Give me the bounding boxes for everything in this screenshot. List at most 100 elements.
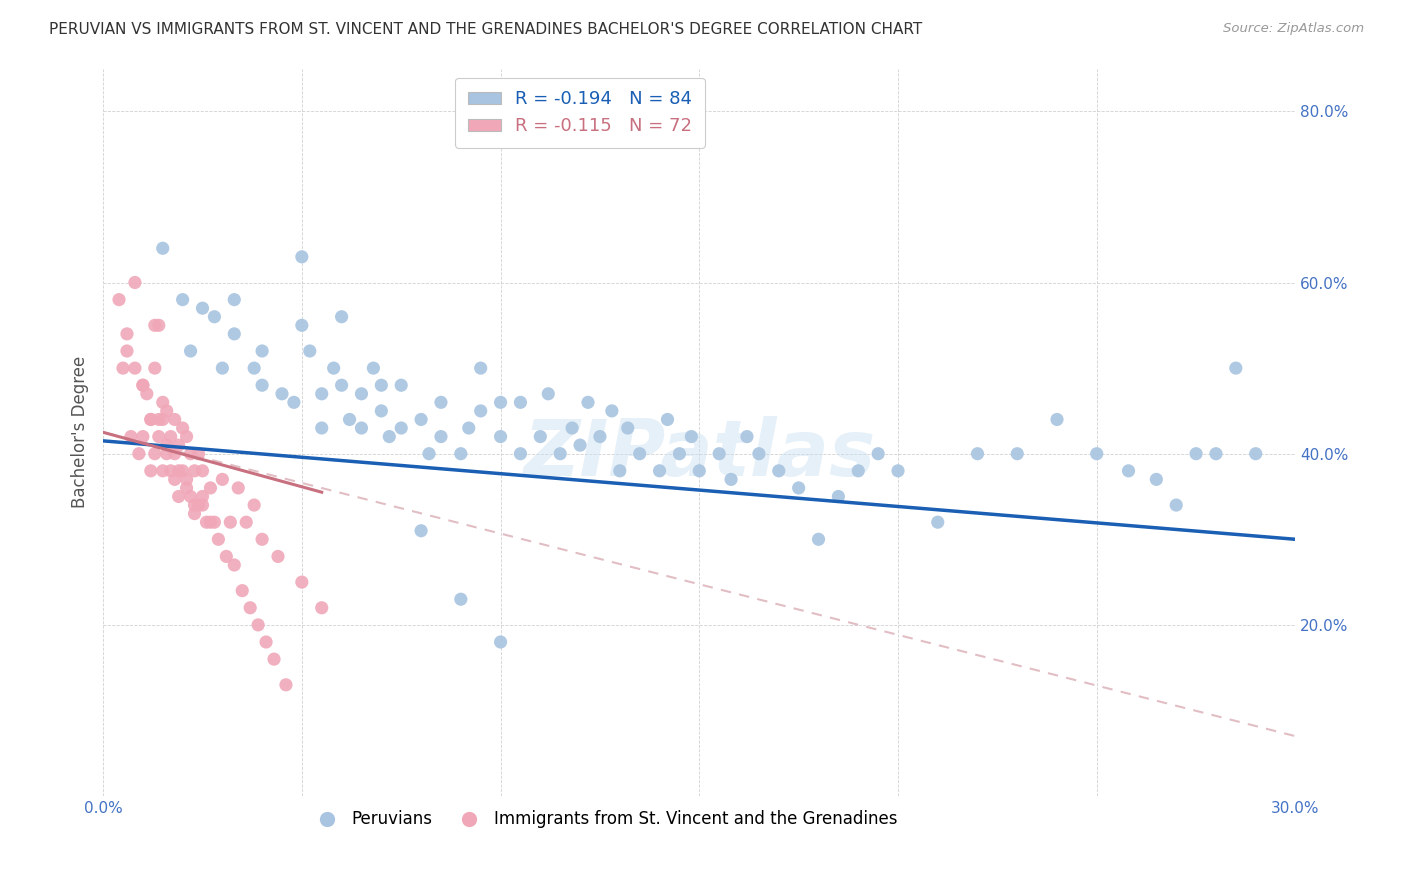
Point (418, 447, 440, 461)
Point (1166, 498, 1188, 512)
Point (148, 412, 170, 426)
Point (143, 447, 166, 461)
Point (330, 378, 353, 392)
Point (787, 481, 810, 495)
Point (176, 429, 198, 443)
Point (180, 343, 202, 358)
Point (537, 386, 560, 401)
Point (489, 429, 512, 443)
Point (274, 678, 297, 692)
Point (283, 395, 305, 409)
Point (548, 447, 571, 461)
Point (250, 378, 273, 392)
Point (457, 421, 479, 435)
Point (167, 438, 190, 452)
Point (720, 472, 742, 486)
Point (243, 498, 266, 512)
Point (657, 412, 679, 426)
Point (191, 464, 214, 478)
Point (668, 447, 690, 461)
Point (489, 635, 512, 649)
Point (509, 395, 531, 409)
Point (470, 404, 492, 418)
Point (224, 326, 246, 341)
Point (124, 361, 146, 376)
Point (291, 250, 314, 264)
Point (363, 361, 385, 376)
Point (224, 558, 246, 572)
Point (1118, 464, 1140, 478)
Point (191, 301, 214, 316)
Point (163, 447, 186, 461)
Point (247, 618, 270, 632)
Point (250, 533, 273, 547)
Point (183, 464, 205, 478)
Point (163, 412, 186, 426)
Point (172, 421, 194, 435)
Point (176, 481, 198, 495)
Point (628, 447, 651, 461)
Point (183, 507, 205, 521)
Point (148, 318, 170, 333)
Point (616, 421, 638, 435)
Point (966, 447, 988, 461)
Text: Source: ZipAtlas.com: Source: ZipAtlas.com (1223, 22, 1364, 36)
Point (191, 490, 214, 504)
Point (330, 310, 353, 324)
Point (1225, 361, 1247, 376)
Point (202, 310, 225, 324)
Point (681, 429, 703, 443)
Point (827, 490, 849, 504)
Point (370, 404, 392, 418)
Point (576, 395, 599, 409)
Point (350, 421, 373, 435)
Point (108, 293, 131, 307)
Point (389, 378, 412, 392)
Point (219, 515, 242, 529)
Point (748, 447, 770, 461)
Point (235, 515, 257, 529)
Point (927, 515, 949, 529)
Point (159, 429, 181, 443)
Point (163, 472, 186, 486)
Point (135, 386, 157, 401)
Point (450, 592, 472, 607)
Legend: Peruvians, Immigrants from St. Vincent and the Grenadines: Peruvians, Immigrants from St. Vincent a… (304, 804, 904, 835)
Point (450, 447, 472, 461)
Point (120, 429, 142, 443)
Point (409, 524, 432, 538)
Point (1144, 472, 1167, 486)
Point (180, 490, 202, 504)
Point (143, 361, 166, 376)
Point (1244, 447, 1267, 461)
Point (156, 404, 179, 418)
Point (224, 293, 246, 307)
Point (291, 318, 314, 333)
Point (152, 464, 174, 478)
Point (609, 464, 631, 478)
Point (200, 515, 222, 529)
Point (291, 575, 314, 590)
Point (139, 412, 162, 426)
Point (322, 361, 344, 376)
Point (648, 464, 671, 478)
Point (846, 464, 869, 478)
Point (267, 549, 290, 564)
Point (132, 378, 155, 392)
Point (529, 429, 551, 443)
Point (115, 326, 138, 341)
Point (263, 652, 285, 666)
Point (350, 386, 373, 401)
Point (509, 447, 531, 461)
Point (231, 583, 253, 598)
Text: PERUVIAN VS IMMIGRANTS FROM ST. VINCENT AND THE GRENADINES BACHELOR'S DEGREE COR: PERUVIAN VS IMMIGRANTS FROM ST. VINCENT … (49, 22, 922, 37)
Point (139, 464, 162, 478)
Point (159, 464, 181, 478)
Text: ZIPatlas: ZIPatlas (523, 417, 876, 492)
Point (561, 421, 583, 435)
Point (195, 515, 218, 529)
Point (128, 447, 150, 461)
Point (156, 447, 179, 461)
Point (152, 395, 174, 409)
Point (211, 472, 233, 486)
